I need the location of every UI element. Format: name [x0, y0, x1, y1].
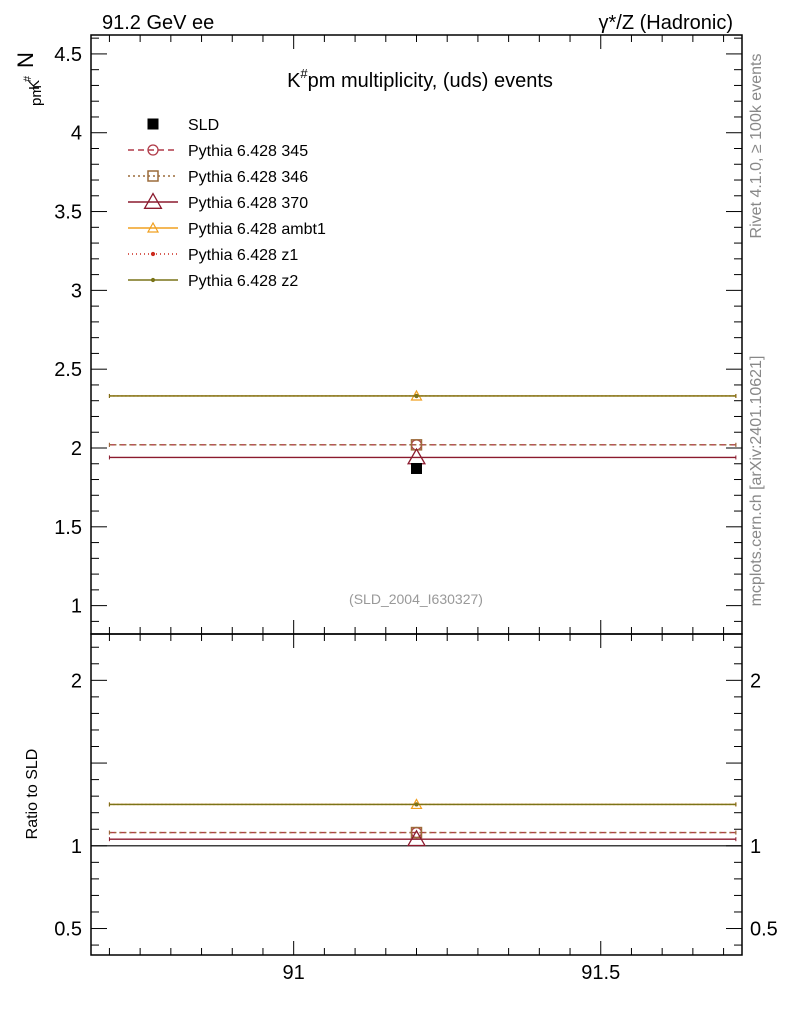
- legend-label: Pythia 6.428 370: [188, 195, 308, 212]
- main-series: [108, 389, 737, 474]
- mcplots-label: mcplots.cern.ch [arXiv:2401.10621]: [748, 356, 765, 607]
- legend-label: Pythia 6.428 z1: [188, 247, 298, 264]
- y-tick-label: 2: [71, 670, 82, 692]
- y-axis-label-ratio: Ratio to SLD: [24, 749, 41, 840]
- ylabel-main-sub: K: [26, 80, 43, 90]
- plot-title: K#pm multiplicity, (uds) events: [287, 66, 553, 92]
- legend-label: SLD: [188, 117, 219, 134]
- series-marker-dot: [414, 393, 419, 399]
- series-marker-triangle: [406, 447, 427, 465]
- plot-title-base: K: [287, 70, 301, 92]
- legend-label: Pythia 6.428 ambt1: [188, 221, 326, 238]
- y-axis-label-main: N K # pm: [13, 52, 45, 106]
- series-marker-triangle: [143, 192, 163, 209]
- header-right: γ*/Z (Hadronic): [599, 12, 733, 34]
- series-marker-dot: [150, 251, 156, 257]
- data-marker-square: [147, 118, 159, 130]
- svg-text:N: N: [13, 52, 38, 68]
- rivet-label: Rivet 4.1.0, ≥ 100k events: [748, 54, 765, 239]
- main-axis-ticks: 1 1.5 2 2.5 3 3.5 4 4.5: [54, 35, 742, 634]
- svg-text:#: #: [22, 75, 34, 82]
- legend-label: Pythia 6.428 z2: [188, 273, 298, 290]
- series-marker-circle: [147, 144, 159, 156]
- plot-title-rest: pm multiplicity, (uds) events: [308, 70, 553, 92]
- ratio-panel-frame: [90, 633, 743, 956]
- x-tick-label: 91: [283, 962, 305, 984]
- x-tick-label: 91.5: [581, 962, 620, 984]
- data-marker-square: [411, 462, 422, 474]
- y-tick-label: 2.5: [54, 359, 82, 381]
- y-tick-label-right: 2: [750, 670, 761, 692]
- y-tick-label: 1: [71, 836, 82, 858]
- y-tick-label: 3.5: [54, 202, 82, 224]
- y-tick-label: 1.5: [54, 517, 82, 539]
- series-marker-triangle: [406, 829, 427, 847]
- y-tick-label: 1: [71, 596, 82, 618]
- y-tick-label: 4.5: [54, 44, 82, 66]
- analysis-tag: (SLD_2004_I630327): [349, 591, 483, 607]
- y-tick-label: 0.5: [54, 919, 82, 941]
- series-marker-dot: [414, 802, 419, 807]
- series-marker-dot: [150, 277, 156, 283]
- legend-label: Pythia 6.428 345: [188, 143, 308, 160]
- legend-label: Pythia 6.428 346: [188, 169, 308, 186]
- plot-title-sup: #: [300, 66, 308, 81]
- ylabel-main-subsub: pm: [28, 85, 45, 106]
- y-tick-label-right: 0.5: [750, 919, 778, 941]
- ratio-axis-ticks: 91 91.5 0.5 0.5 1 1 2 2: [54, 634, 778, 984]
- y-tick-label: 2: [71, 438, 82, 460]
- y-tick-label: 3: [71, 280, 82, 302]
- series-marker-square: [147, 170, 159, 182]
- legend: SLD Pythia 6.428 345 Pythia 6.428 346 Pythi…: [128, 117, 326, 290]
- y-tick-label-right: 1: [750, 836, 761, 858]
- ratio-series: [108, 798, 737, 847]
- ylabel-main-subsup: #: [22, 75, 34, 82]
- series-marker-triangle: [146, 221, 160, 233]
- series-marker-square: [410, 826, 423, 839]
- y-tick-label: 4: [71, 123, 82, 145]
- ylabel-main-base: N: [13, 52, 38, 68]
- header-left: 91.2 GeV ee: [102, 12, 214, 34]
- svg-text:K: K: [26, 80, 43, 90]
- svg-text:pm: pm: [28, 85, 45, 106]
